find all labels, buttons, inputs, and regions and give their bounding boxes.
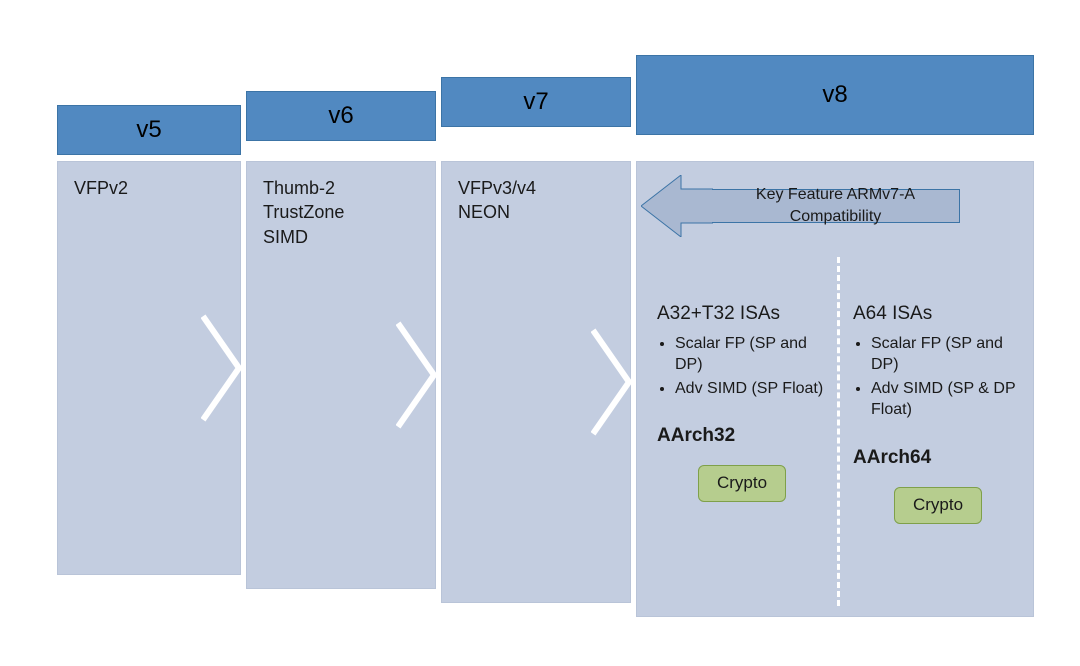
arrow-head-icon — [641, 175, 713, 237]
diagram-stage: v5 VFPv2 v6 Thumb-2 TrustZone SIMD v7 VF… — [0, 0, 1080, 666]
chevron-v5 — [201, 162, 241, 574]
aarch32-bullet-0: Scalar FP (SP and DP) — [675, 333, 827, 376]
aarch32-title: A32+T32 ISAs — [657, 301, 827, 327]
header-v6-label: v6 — [328, 102, 353, 130]
aarch32-crypto: Crypto — [698, 465, 786, 502]
v8-divider — [837, 257, 840, 606]
chevron-v7 — [591, 162, 631, 602]
body-v8: Key Feature ARMv7-A Compatibility A32+T3… — [636, 161, 1034, 617]
feat-v5-0: VFPv2 — [74, 176, 224, 200]
compat-arrow-label: Key Feature ARMv7-A Compatibility — [712, 189, 960, 223]
aarch32-arch: AArch32 — [657, 423, 827, 449]
header-v7: v7 — [441, 77, 631, 127]
compat-arrow-text: Key Feature ARMv7-A Compatibility — [720, 184, 951, 227]
header-v5-label: v5 — [136, 116, 161, 144]
compat-arrow: Key Feature ARMv7-A Compatibility — [641, 175, 991, 237]
aarch64-bullets: Scalar FP (SP and DP) Adv SIMD (SP & DP … — [853, 333, 1023, 421]
header-v8-label: v8 — [822, 81, 847, 109]
aarch32-bullet-1: Adv SIMD (SP Float) — [675, 378, 827, 400]
feat-v6-1: TrustZone — [263, 200, 419, 224]
body-v7: VFPv3/v4 NEON — [441, 161, 631, 603]
aarch64-bullet-0: Scalar FP (SP and DP) — [871, 333, 1023, 376]
feat-v6-2: SIMD — [263, 225, 419, 249]
feat-v7-0: VFPv3/v4 — [458, 176, 614, 200]
body-v6: Thumb-2 TrustZone SIMD — [246, 161, 436, 589]
header-v6: v6 — [246, 91, 436, 141]
aarch64-crypto: Crypto — [894, 487, 982, 524]
feat-v7-1: NEON — [458, 200, 614, 224]
aarch32-bullets: Scalar FP (SP and DP) Adv SIMD (SP Float… — [657, 333, 827, 400]
header-v5: v5 — [57, 105, 241, 155]
header-v8: v8 — [636, 55, 1034, 135]
body-v5: VFPv2 — [57, 161, 241, 575]
aarch64-arch: AArch64 — [853, 445, 1023, 471]
header-v7-label: v7 — [523, 88, 548, 116]
aarch64-title: A64 ISAs — [853, 301, 1023, 327]
feat-v6-0: Thumb-2 — [263, 176, 419, 200]
aarch64-bullet-1: Adv SIMD (SP & DP Float) — [871, 378, 1023, 421]
aarch64-block: A64 ISAs Scalar FP (SP and DP) Adv SIMD … — [853, 301, 1023, 524]
aarch32-block: A32+T32 ISAs Scalar FP (SP and DP) Adv S… — [657, 301, 827, 502]
